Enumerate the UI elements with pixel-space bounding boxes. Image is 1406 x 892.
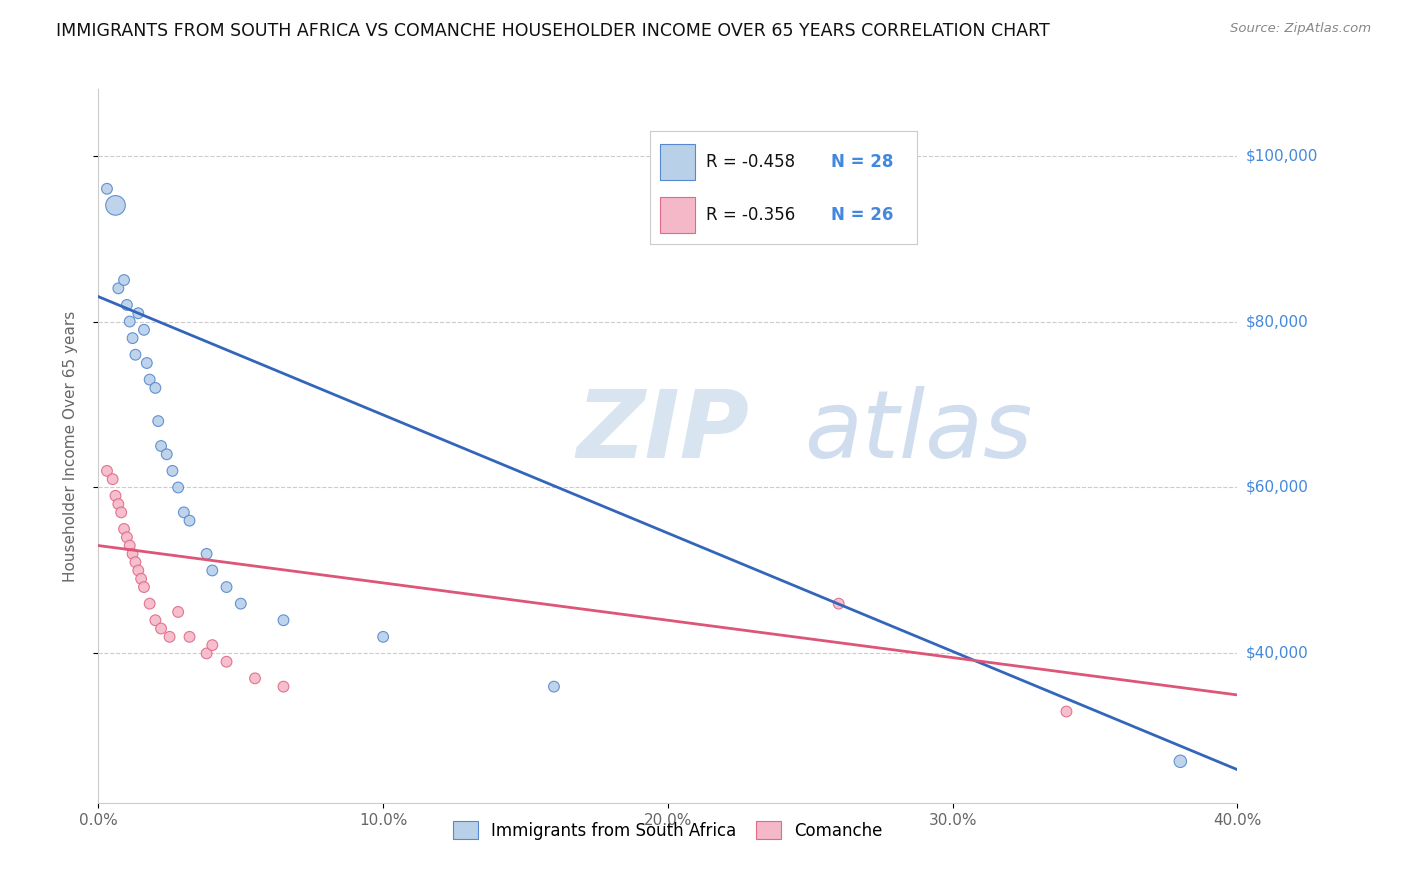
Point [107, 281, 129, 295]
Point [543, 680, 565, 694]
Point [373, 630, 395, 644]
Point [96, 182, 118, 196]
FancyBboxPatch shape [661, 197, 695, 233]
Point [150, 622, 173, 636]
Text: $60,000: $60,000 [1246, 480, 1309, 495]
Point [145, 613, 167, 627]
Point [132, 323, 155, 337]
Point [129, 572, 152, 586]
Point [273, 613, 295, 627]
Y-axis label: Householder Income Over 65 years: Householder Income Over 65 years [63, 310, 77, 582]
Point [138, 373, 160, 387]
Text: $40,000: $40,000 [1246, 646, 1309, 661]
Text: $80,000: $80,000 [1246, 314, 1309, 329]
Point [229, 597, 252, 611]
Point [156, 447, 179, 461]
Point [195, 547, 218, 561]
Text: R = -0.458: R = -0.458 [706, 153, 794, 170]
Point [124, 555, 146, 569]
Legend: Immigrants from South Africa, Comanche: Immigrants from South Africa, Comanche [444, 814, 891, 848]
Point [118, 539, 141, 553]
Point [115, 530, 138, 544]
Point [107, 497, 129, 511]
Point [132, 580, 155, 594]
Point [121, 331, 143, 345]
Text: N = 28: N = 28 [831, 153, 894, 170]
Point [150, 439, 173, 453]
Point [243, 671, 266, 685]
Point [104, 198, 127, 212]
Point [110, 505, 132, 519]
Text: ZIP: ZIP [576, 385, 749, 478]
Point [215, 655, 238, 669]
Text: IMMIGRANTS FROM SOUTH AFRICA VS COMANCHE HOUSEHOLDER INCOME OVER 65 YEARS CORREL: IMMIGRANTS FROM SOUTH AFRICA VS COMANCHE… [56, 22, 1050, 40]
Text: atlas: atlas [804, 386, 1033, 477]
Point [215, 580, 238, 594]
Point [101, 472, 124, 486]
Point [148, 414, 170, 428]
Point [118, 314, 141, 328]
Point [201, 638, 224, 652]
Point [115, 298, 138, 312]
Point [167, 481, 190, 495]
Point [179, 630, 201, 644]
Point [195, 647, 218, 661]
Point [173, 505, 195, 519]
Text: $100,000: $100,000 [1246, 148, 1317, 163]
Point [124, 348, 146, 362]
Point [104, 489, 127, 503]
Point [159, 630, 181, 644]
Point [179, 514, 201, 528]
Point [828, 597, 851, 611]
Text: Source: ZipAtlas.com: Source: ZipAtlas.com [1230, 22, 1371, 36]
Point [138, 597, 160, 611]
Text: N = 26: N = 26 [831, 206, 894, 224]
Text: R = -0.356: R = -0.356 [706, 206, 794, 224]
Point [1056, 705, 1078, 719]
Point [201, 564, 224, 578]
Point [145, 381, 167, 395]
Point [1170, 754, 1192, 768]
FancyBboxPatch shape [661, 144, 695, 180]
Point [127, 564, 149, 578]
Point [127, 306, 149, 320]
Point [167, 605, 190, 619]
Point [112, 522, 135, 536]
Point [135, 356, 157, 370]
Point [273, 680, 295, 694]
Point [121, 547, 143, 561]
Point [162, 464, 184, 478]
Point [96, 464, 118, 478]
Point [112, 273, 135, 287]
